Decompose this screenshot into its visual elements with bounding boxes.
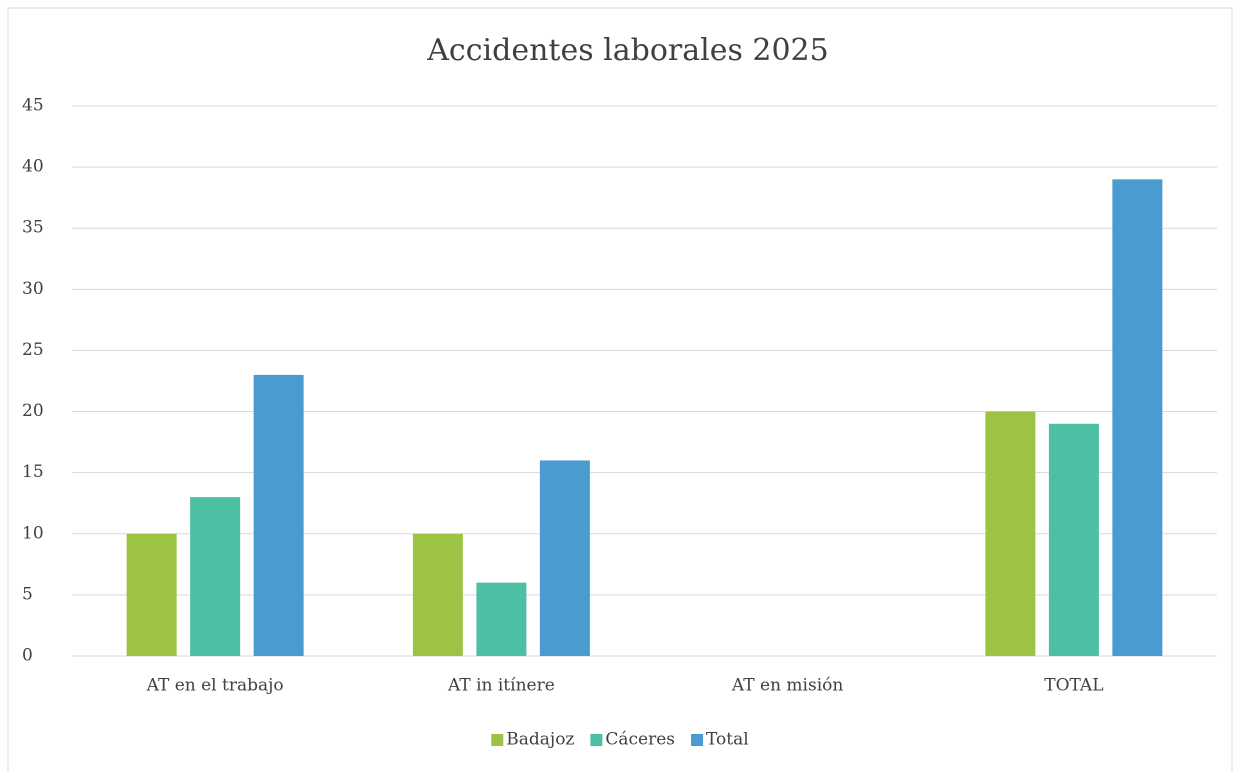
- y-tick-label: 45: [22, 96, 44, 116]
- bar: [412, 533, 463, 656]
- bar: [1048, 423, 1099, 656]
- y-tick-label: 40: [22, 157, 44, 177]
- legend-swatch: [691, 734, 704, 746]
- bar: [539, 460, 590, 656]
- x-tick-label: AT en el trabajo: [146, 676, 284, 696]
- chart-frame: [7, 7, 1233, 772]
- bar: [126, 533, 177, 656]
- legend-label: Badajoz: [506, 730, 574, 750]
- y-tick-label: 30: [22, 279, 44, 299]
- legend-label: Cáceres: [605, 730, 675, 750]
- bar: [985, 411, 1036, 656]
- bar: [190, 497, 241, 656]
- legend-swatch: [491, 734, 504, 746]
- legend-label: Total: [706, 730, 749, 750]
- bar: [1112, 179, 1163, 657]
- bar: [476, 582, 527, 656]
- x-tick-label: TOTAL: [1044, 676, 1103, 696]
- y-tick-label: 20: [22, 401, 44, 421]
- bar: [253, 374, 304, 656]
- y-tick-label: 5: [22, 584, 33, 604]
- chart-title: Accidentes laborales 2025: [426, 33, 828, 68]
- y-tick-label: 25: [22, 340, 44, 360]
- y-tick-label: 0: [22, 646, 33, 666]
- legend-swatch: [590, 734, 603, 746]
- y-tick-label: 35: [22, 218, 44, 238]
- x-tick-label: AT in itínere: [447, 676, 555, 696]
- y-tick-label: 10: [22, 523, 44, 543]
- y-tick-label: 15: [22, 462, 44, 482]
- x-tick-label: AT en misión: [731, 676, 843, 696]
